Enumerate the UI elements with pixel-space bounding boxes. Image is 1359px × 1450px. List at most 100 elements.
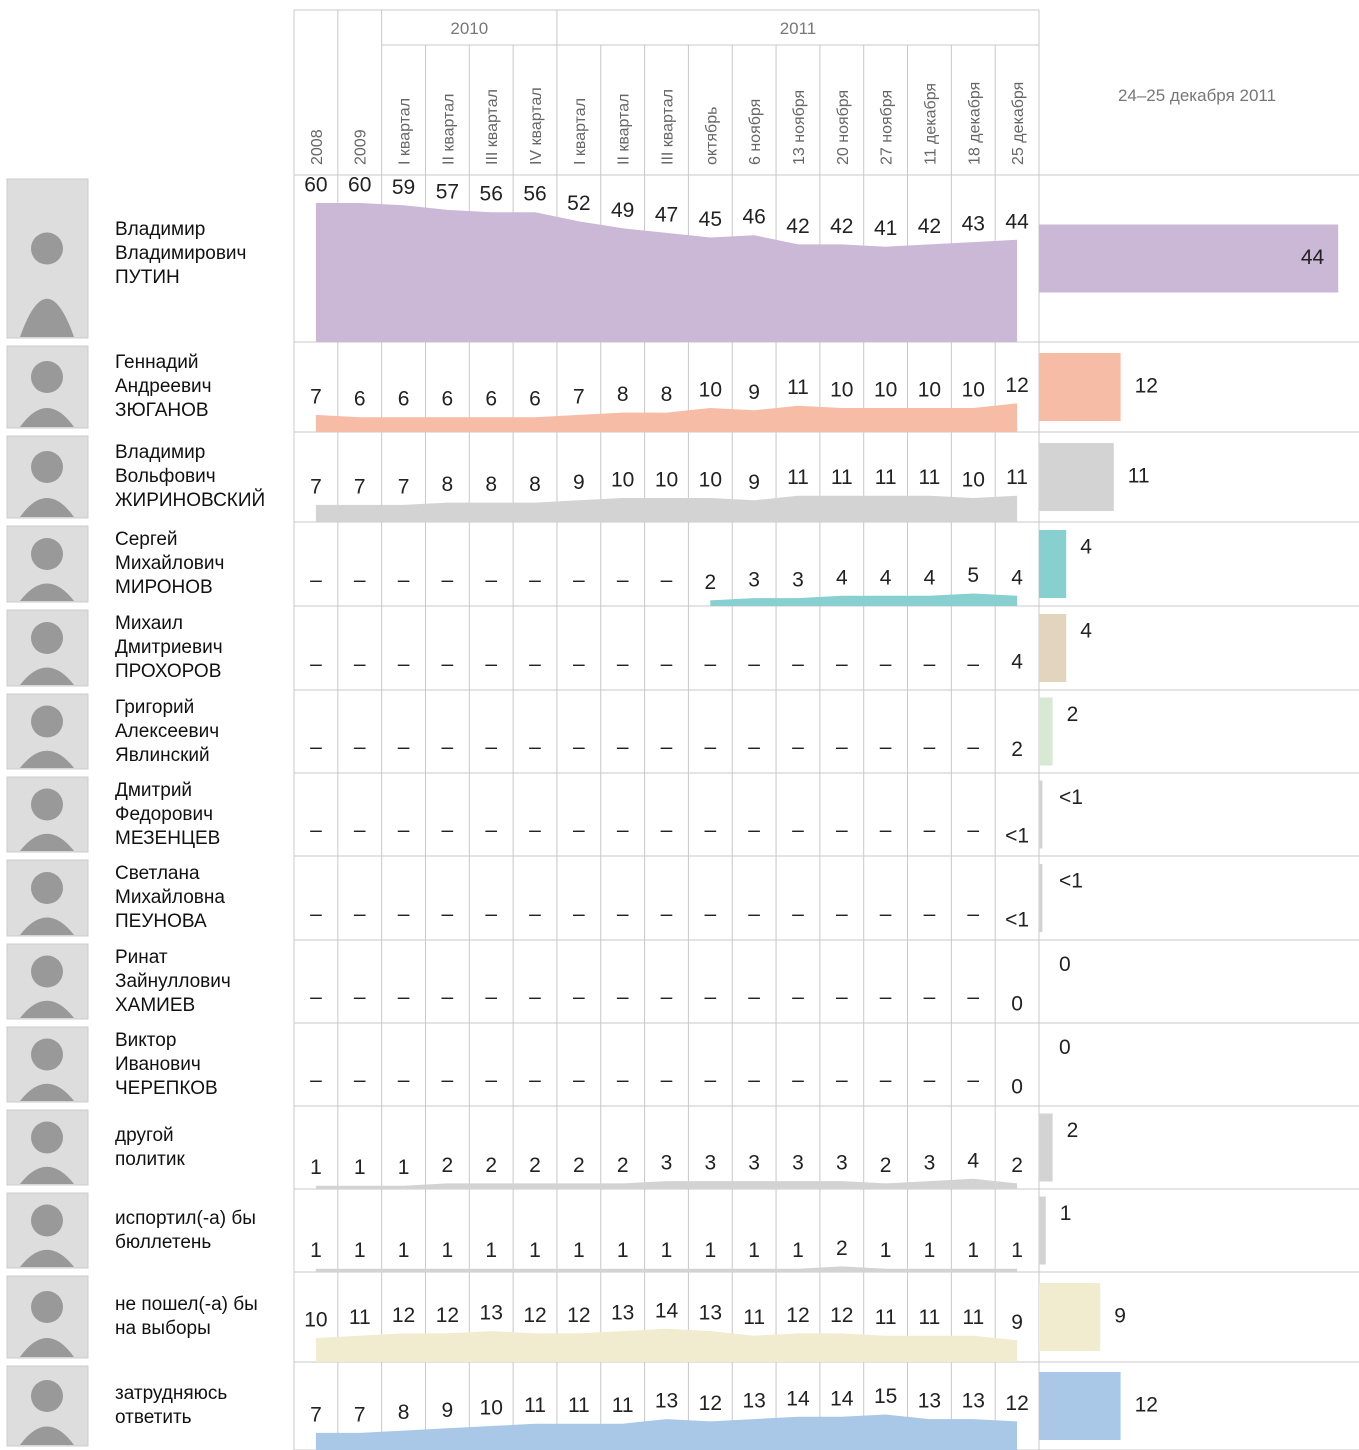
value-label: – — [880, 986, 892, 1009]
value-label: 13 — [962, 1390, 985, 1413]
value-label: – — [924, 819, 936, 842]
photo-body — [20, 408, 74, 427]
area-line — [315, 495, 1018, 507]
value-label: – — [661, 986, 673, 1009]
value-label: 15 — [874, 1385, 897, 1408]
value-label: 3 — [792, 569, 804, 592]
value-label: – — [617, 736, 629, 759]
value-label: 10 — [962, 469, 985, 492]
value-label: 9 — [748, 381, 760, 404]
value-label: – — [704, 736, 716, 759]
value-label: 13 — [611, 1302, 634, 1325]
area-fill — [315, 1415, 1018, 1450]
snapshot-label: 4 — [1080, 620, 1092, 643]
photo-body — [20, 667, 74, 685]
period-label: 18 декабря — [966, 82, 983, 165]
photo-head — [31, 705, 63, 738]
value-label: 12 — [830, 1304, 853, 1327]
snapshot-label: 0 — [1059, 1036, 1071, 1059]
period-label: 2008 — [309, 129, 326, 165]
period-label: III квартал — [484, 89, 501, 165]
photo — [6, 693, 89, 770]
period-label: IV квартал — [528, 87, 545, 165]
photo-body — [20, 1083, 74, 1101]
value-label: 11 — [349, 1306, 371, 1329]
value-label: – — [748, 986, 760, 1009]
value-label: – — [354, 903, 366, 926]
value-label: – — [967, 1069, 979, 1092]
value-label: – — [354, 569, 366, 592]
value-label: 3 — [792, 1152, 804, 1175]
value-label: 2 — [1011, 738, 1023, 761]
value-label: 42 — [786, 215, 809, 238]
value-label: – — [924, 653, 936, 676]
photo-head — [31, 361, 63, 393]
snapshot-label: 0 — [1059, 953, 1071, 976]
value-label: 2 — [529, 1154, 541, 1177]
snapshot-bar — [1039, 1283, 1101, 1351]
value-label: – — [836, 1069, 848, 1092]
value-label: – — [529, 903, 541, 926]
area-line — [315, 1414, 1018, 1435]
value-label: 42 — [830, 215, 853, 238]
value-label: 11 — [612, 1394, 634, 1417]
value-label: 2 — [485, 1154, 497, 1177]
value-label: 1 — [354, 1239, 366, 1262]
value-label: 1 — [704, 1239, 716, 1262]
value-label: – — [442, 736, 454, 759]
period-label: 11 декабря — [922, 83, 939, 165]
series-name: испортил(-а) бы бюллетень — [115, 1207, 256, 1253]
value-label: – — [442, 903, 454, 926]
value-label: – — [310, 569, 322, 592]
value-label: – — [354, 819, 366, 842]
value-label: 11 — [568, 1394, 590, 1417]
value-label: 12 — [699, 1392, 722, 1415]
value-label: 2 — [573, 1154, 585, 1177]
value-label: 11 — [919, 1306, 941, 1329]
value-label: 4 — [836, 566, 848, 589]
photo — [6, 435, 89, 519]
value-label: 7 — [310, 385, 322, 408]
value-label: 4 — [1011, 566, 1023, 589]
value-label: 1 — [485, 1239, 497, 1262]
value-label: – — [573, 819, 585, 842]
photo-head — [31, 622, 63, 654]
value-label: 10 — [304, 1309, 327, 1332]
value-label: – — [529, 1069, 541, 1092]
value-label: 10 — [699, 379, 722, 402]
value-label: – — [792, 1069, 804, 1092]
value-label: 13 — [480, 1302, 503, 1325]
value-label: 57 — [436, 180, 459, 203]
value-label: – — [748, 903, 760, 926]
value-label: – — [573, 986, 585, 1009]
value-label: – — [529, 736, 541, 759]
value-label: – — [704, 819, 716, 842]
photo — [6, 1365, 89, 1447]
value-label: 4 — [1011, 650, 1023, 673]
value-label: 1 — [310, 1156, 322, 1179]
value-label: – — [573, 653, 585, 676]
value-label: – — [792, 819, 804, 842]
value-label: 10 — [611, 469, 634, 492]
area-fill — [315, 496, 1018, 522]
value-label: 13 — [742, 1390, 765, 1413]
value-label: 12 — [786, 1304, 809, 1327]
value-label: 49 — [611, 199, 634, 222]
value-label: – — [573, 903, 585, 926]
value-label: 7 — [573, 385, 585, 408]
value-label: – — [442, 986, 454, 1009]
value-label: 2 — [836, 1237, 848, 1260]
value-label: 9 — [748, 471, 760, 494]
value-label: 1 — [398, 1239, 410, 1262]
value-label: 6 — [485, 388, 497, 411]
photo-head — [31, 538, 63, 570]
value-label: – — [398, 569, 410, 592]
photo — [6, 525, 89, 603]
photo-body — [20, 583, 74, 601]
value-label: 10 — [699, 469, 722, 492]
value-label: 1 — [573, 1239, 585, 1262]
value-label: – — [398, 653, 410, 676]
year-label: 2010 — [450, 19, 488, 38]
snapshot-title: 24–25 декабря 2011 — [1118, 86, 1276, 105]
